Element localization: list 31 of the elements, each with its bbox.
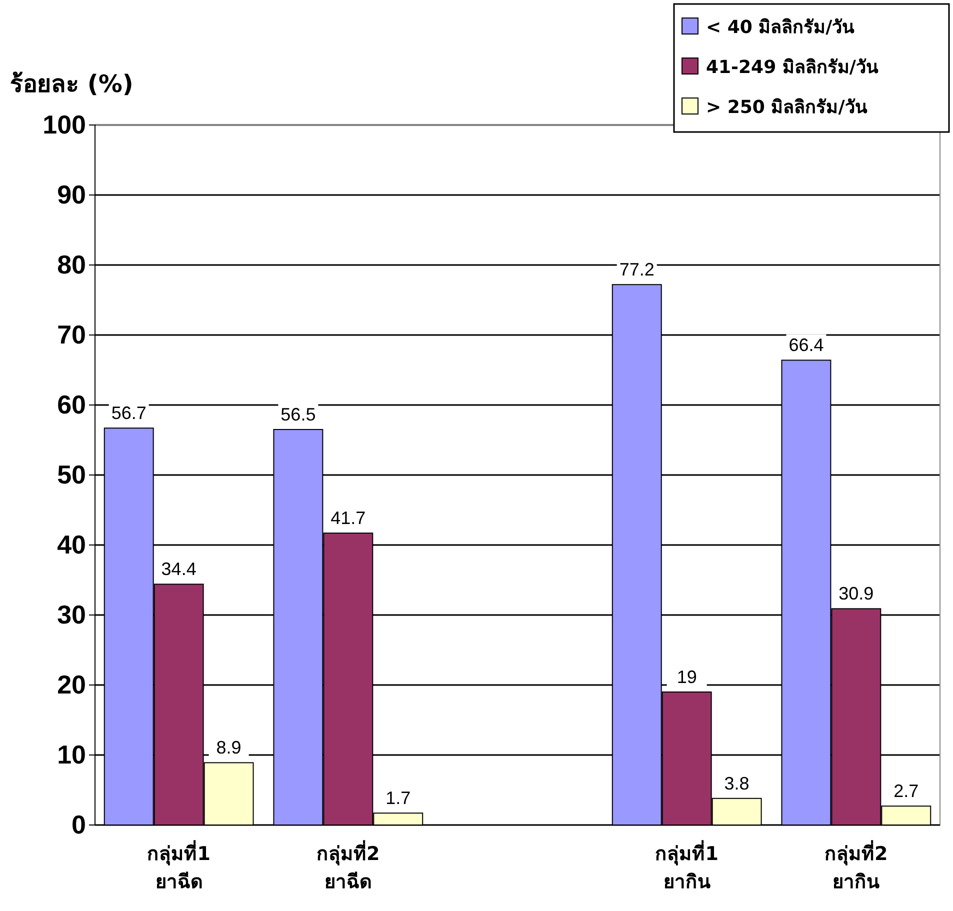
- data-label: 19: [676, 667, 697, 687]
- x-tick-label: กลุ่มที่2 ยาฉีด: [316, 840, 380, 893]
- data-label: 66.4: [788, 335, 824, 356]
- y-tick-label: 60: [57, 389, 86, 420]
- y-tick-label: 70: [57, 319, 86, 350]
- data-label: 30.9: [838, 584, 874, 604]
- data-label: 56.5: [280, 404, 316, 424]
- legend-label: 41-249 มิลลิกรัม/วัน: [706, 57, 879, 78]
- y-tick-label: 50: [57, 459, 86, 490]
- y-tick-label: 30: [57, 599, 86, 630]
- x-tick-label: กลุ่มที่1 ยากิน: [655, 840, 718, 893]
- data-label: 1.7: [386, 788, 411, 808]
- data-label: 2.7: [894, 781, 919, 802]
- y-tick-label: 90: [57, 179, 86, 210]
- y-tick-label: 0: [72, 809, 86, 840]
- data-label: 8.9: [216, 738, 242, 758]
- data-label: 34.4: [161, 559, 196, 580]
- data-label: 56.7: [111, 403, 146, 424]
- y-tick-label: 100: [42, 109, 86, 140]
- x-tick-label: กลุ่มที่2 ยากิน: [824, 840, 888, 893]
- y-tick-label: 20: [57, 669, 86, 700]
- y-axis-title: ร้อยละ (%): [10, 70, 134, 98]
- y-tick-label: 10: [57, 739, 86, 770]
- data-label: 77.2: [619, 260, 654, 280]
- data-label: 3.8: [724, 773, 750, 794]
- y-tick-label: 80: [57, 249, 86, 280]
- x-tick-label: กลุ่มที่1 ยาฉีด: [147, 840, 210, 893]
- legend-label: < 40 มิลลิกรัม/วัน: [706, 17, 856, 38]
- legend-label: > 250 มิลลิกรัม/วัน: [706, 97, 868, 118]
- data-label: 41.7: [330, 508, 366, 528]
- y-tick-label: 40: [57, 529, 86, 560]
